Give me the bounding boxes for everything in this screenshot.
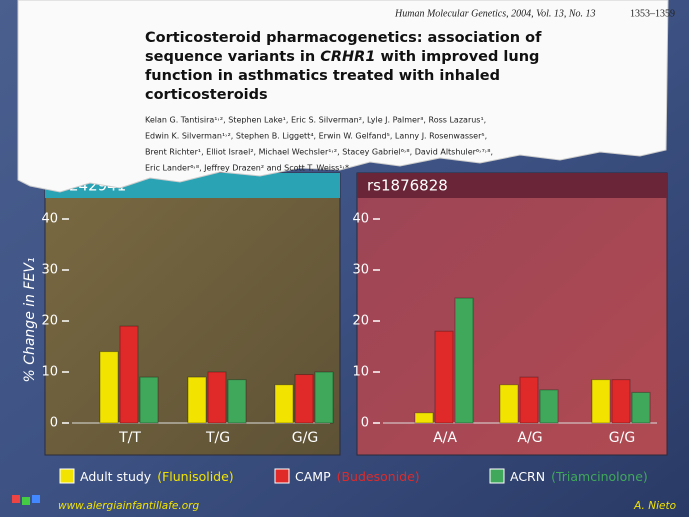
pages: 1353–1359	[630, 8, 675, 19]
legend-drug: (Triamcinolone)	[551, 469, 648, 484]
paper-clipping	[17, 0, 669, 193]
title-part: sequence variants in	[145, 49, 320, 65]
author: A. Nieto	[633, 500, 676, 512]
paper-authors: Brent Richter¹, Elliot Israel², Michael …	[145, 148, 493, 157]
y-tick-label: 20	[352, 314, 369, 329]
bar	[207, 371, 227, 424]
bar	[139, 376, 159, 424]
bar	[294, 374, 314, 424]
paper-title: sequence variants in CRHR1 with improved…	[145, 49, 539, 65]
logo	[32, 495, 40, 503]
bar	[454, 297, 474, 424]
bar	[434, 330, 454, 424]
y-tick-label: 30	[352, 263, 369, 278]
chart-title: rs1876828	[367, 177, 448, 195]
bar	[539, 389, 559, 424]
bar	[611, 379, 631, 424]
bar	[519, 376, 539, 424]
paper-title: Corticosteroid pharmacogenetics: associa…	[145, 30, 542, 46]
bar	[414, 412, 434, 424]
bar	[499, 384, 519, 424]
x-tick-label: A/A	[433, 430, 457, 446]
legend-swatch	[59, 468, 75, 484]
legend-entry: Adult study (Flunisolide)	[80, 469, 234, 484]
y-tick-label: 0	[361, 416, 369, 431]
y-axis-label: % Change in FEV₁	[22, 257, 38, 382]
bar	[314, 371, 334, 424]
paper-authors: Kelan G. Tantisira¹˒², Stephen Lake¹, Er…	[145, 116, 486, 125]
paper-authors: Edwin K. Silverman¹˒², Stephen B. Ligget…	[145, 132, 487, 141]
x-tick-label: T/G	[205, 430, 230, 446]
y-tick-label: 10	[352, 365, 369, 380]
legend-name: CAMP	[295, 469, 331, 484]
title-part: with improved lung	[375, 49, 539, 65]
bar	[187, 376, 207, 424]
y-tick-label: 30	[41, 263, 58, 278]
legend-entry: ACRN (Triamcinolone)	[510, 469, 648, 484]
bar	[591, 379, 611, 424]
bar	[227, 379, 247, 424]
bar	[274, 384, 294, 424]
legend-name: ACRN	[510, 469, 545, 484]
paper-authors: Eric Lander⁶˒⁸, Jeffrey Drazen² and Scot…	[145, 164, 349, 173]
chart-header	[357, 173, 667, 198]
y-tick-label: 10	[41, 365, 58, 380]
y-tick-label: 40	[41, 212, 58, 227]
legend-drug: (Flunisolide)	[157, 469, 233, 484]
logo	[12, 495, 20, 503]
x-tick-label: A/G	[517, 430, 542, 446]
x-tick-label: T/T	[118, 430, 141, 446]
y-tick-label: 0	[50, 416, 58, 431]
logo	[22, 497, 30, 505]
legend-drug: (Budesonide)	[337, 469, 420, 484]
legend-name: Adult study	[80, 469, 152, 484]
paper-title: corticosteroids	[145, 87, 268, 103]
website: www.alergiainfantillafe.org	[58, 500, 199, 512]
x-tick-label: G/G	[292, 430, 318, 446]
y-tick-label: 20	[41, 314, 58, 329]
x-tick-label: G/G	[609, 430, 635, 446]
legend-swatch	[274, 468, 290, 484]
paper-title: function in asthmatics treated with inha…	[145, 68, 500, 84]
legend-swatch	[489, 468, 505, 484]
y-tick-label: 40	[352, 212, 369, 227]
legend-entry: CAMP (Budesonide)	[295, 469, 420, 484]
journal: Human Molecular Genetics, 2004, Vol. 13,…	[394, 8, 596, 19]
title-part: CRHR1	[320, 49, 375, 65]
bar	[99, 351, 119, 424]
bar	[119, 325, 139, 424]
bar	[631, 391, 651, 424]
